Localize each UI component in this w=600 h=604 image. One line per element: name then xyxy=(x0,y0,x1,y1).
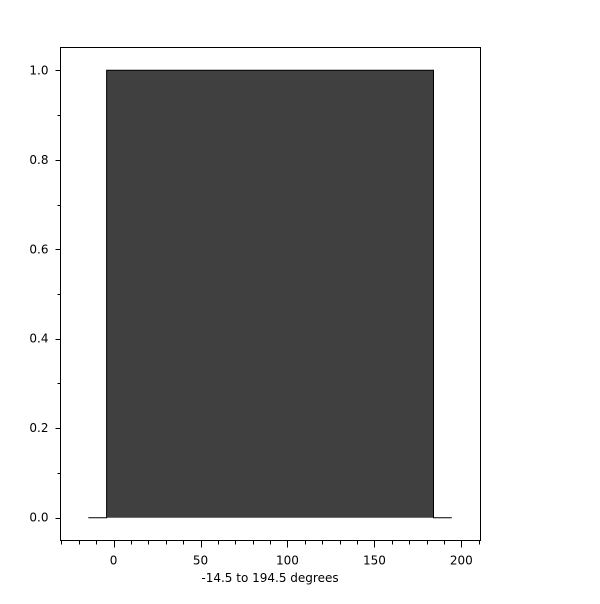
y-tick-label: 0.0 xyxy=(29,511,48,525)
x-axis-label: -14.5 to 194.5 degrees xyxy=(201,571,338,585)
series-layer xyxy=(88,69,452,519)
x-tick-label: 0 xyxy=(110,554,118,568)
x-tick-label: 150 xyxy=(363,554,386,568)
x-tick-label: 100 xyxy=(276,554,299,568)
series-line-0 xyxy=(88,69,452,519)
y-tick-label: 0.6 xyxy=(29,242,48,256)
y-tick-label: 0.2 xyxy=(29,421,48,435)
series-fill-0 xyxy=(88,70,452,518)
x-axis-ticks: 0 50 100 150 200 xyxy=(61,540,480,568)
x-tick-label: 200 xyxy=(450,554,473,568)
y-axis-ticks: 0.0 0.2 0.4 0.6 0.8 1.0 xyxy=(29,63,61,525)
y-tick-label: 0.8 xyxy=(29,153,48,167)
y-tick-label: 1.0 xyxy=(29,63,48,77)
y-tick-label: 0.4 xyxy=(29,332,48,346)
x-tick-label: 50 xyxy=(193,554,208,568)
